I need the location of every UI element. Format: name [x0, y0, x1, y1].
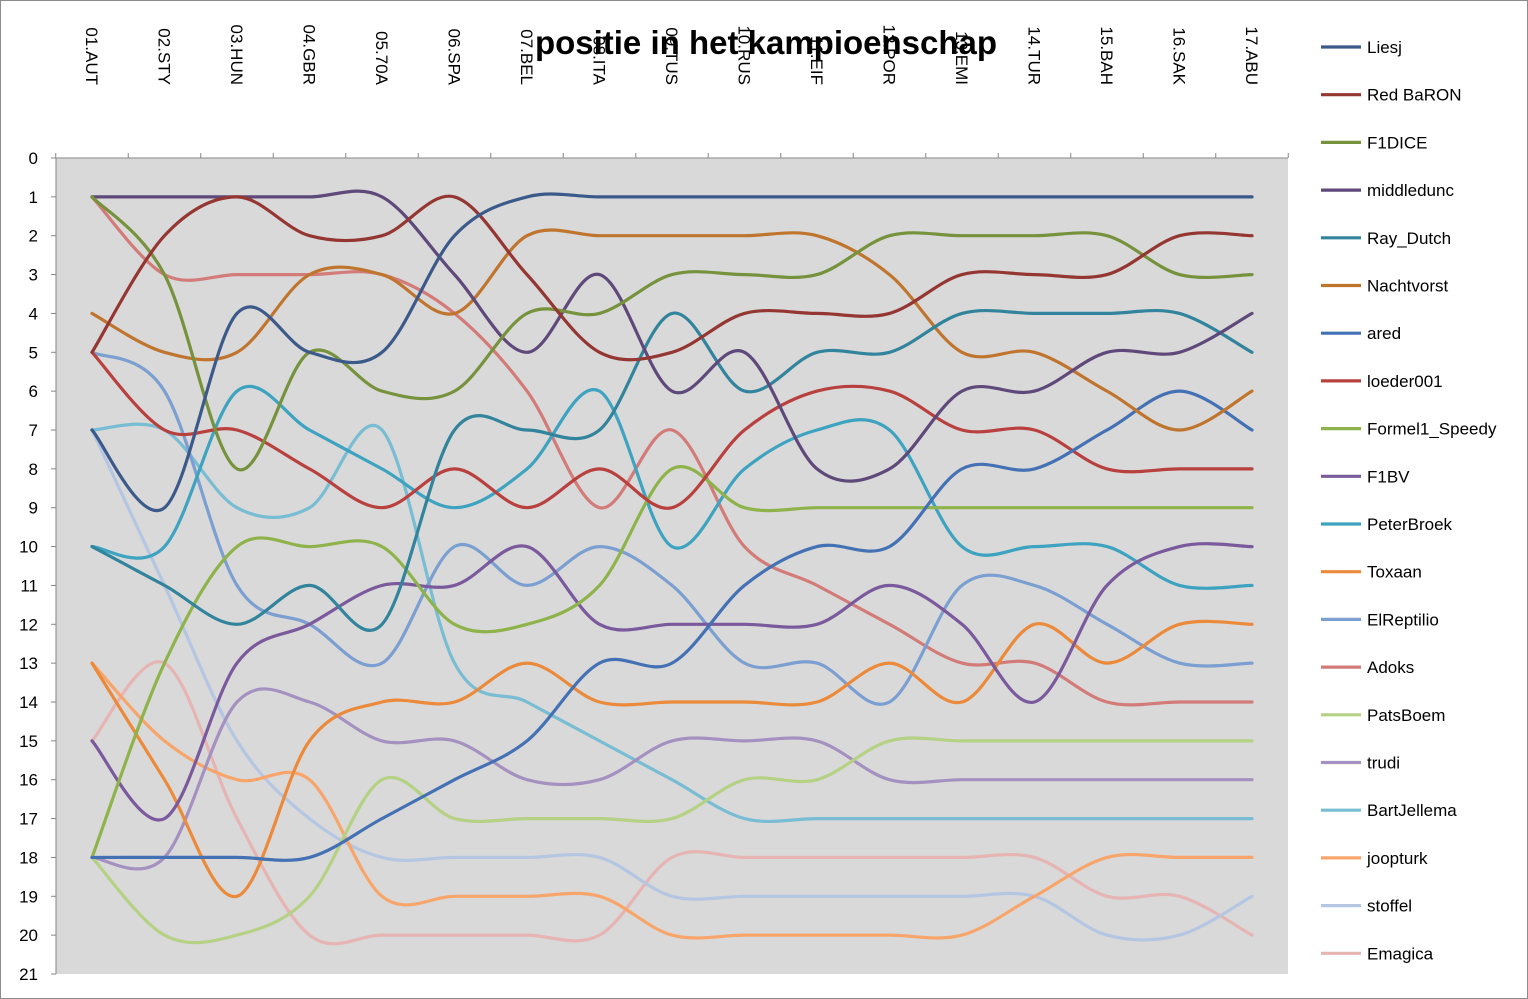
- legend-label: Formel1_Speedy: [1367, 420, 1497, 439]
- y-tick-label: 0: [29, 149, 38, 168]
- legend-label: Toxaan: [1367, 563, 1422, 582]
- legend-label: Adoks: [1367, 658, 1414, 677]
- y-tick-label: 19: [19, 887, 38, 906]
- y-tick-label: 16: [19, 771, 38, 790]
- series-line-liesj: [90, 192, 1254, 513]
- legend-label: PeterBroek: [1367, 515, 1453, 534]
- x-tick-label: 01.AUT: [82, 27, 101, 85]
- y-tick-label: 4: [29, 304, 38, 323]
- series-line-nachtvorst: [90, 228, 1254, 432]
- series-line-f1dice: [90, 195, 1254, 472]
- y-tick-label: 12: [19, 615, 38, 634]
- series-line-ray-dutch: [90, 308, 1254, 632]
- x-tick-label: 15.BAH: [1097, 26, 1116, 85]
- legend-label: BartJellema: [1367, 801, 1457, 820]
- series-line-formel1-speedy: [90, 465, 1254, 860]
- y-tick-label: 5: [29, 343, 38, 362]
- y-tick-label: 11: [20, 576, 38, 595]
- x-tick-label: 09.TUS: [662, 27, 681, 85]
- y-tick-label: 13: [19, 654, 38, 673]
- y-tick-label: 3: [29, 266, 38, 285]
- legend-label: Liesj: [1367, 38, 1402, 57]
- series-line-f1bv: [90, 542, 1254, 822]
- series-line-toxaan: [90, 619, 1254, 898]
- series-line-red-baron: [90, 194, 1254, 362]
- x-tick-label: 03.HUN: [227, 25, 246, 85]
- legend-label: Red BaRON: [1367, 86, 1461, 105]
- x-tick-label: 11.EIF: [807, 36, 826, 85]
- y-tick-label: 9: [29, 499, 38, 518]
- x-tick-label: 12.POR: [880, 25, 899, 85]
- y-tick-label: 2: [29, 227, 38, 246]
- x-tick-label: 13.EMI: [952, 31, 971, 85]
- series-line-trudi: [90, 687, 1254, 871]
- x-tick-label: 07.BEL: [517, 29, 536, 85]
- legend-label: Emagica: [1367, 944, 1434, 963]
- legend-label: trudi: [1367, 754, 1400, 773]
- series-line-joopturk: [90, 661, 1254, 940]
- series-line-elreptilio: [90, 350, 1254, 706]
- legend-label: PatsBoem: [1367, 706, 1445, 725]
- legend-label: stoffel: [1367, 897, 1412, 916]
- legend-label: ElReptilio: [1367, 610, 1439, 629]
- y-tick-label: 8: [29, 460, 38, 479]
- legend-label: Nachtvorst: [1367, 277, 1449, 296]
- x-tick-label: 08.ITA: [590, 36, 609, 85]
- y-tick-label: 7: [29, 421, 38, 440]
- legend-label: middledunc: [1367, 181, 1454, 200]
- x-tick-label: 05.70A: [372, 31, 391, 86]
- plot-area: [56, 158, 1288, 974]
- y-tick-label: 20: [19, 926, 38, 945]
- y-tick-label: 14: [19, 693, 38, 712]
- x-tick-label: 06.SPA: [445, 29, 464, 86]
- x-axis-ticks: 01.AUT 02.STY 03.HUN 04.GBR 05.70A 06.SPA 07.B…: [55, 25, 1289, 158]
- y-tick-label: 18: [19, 848, 38, 867]
- series-line-patsboem: [90, 736, 1254, 945]
- x-tick-label: 16.SAK: [1170, 27, 1189, 85]
- y-tick-label: 17: [19, 810, 38, 829]
- x-tick-label: 04.GBR: [300, 25, 319, 85]
- legend-label: joopturk: [1366, 849, 1428, 868]
- legend-label: F1BV: [1367, 467, 1410, 486]
- x-tick-label: 17.ABU: [1242, 26, 1261, 85]
- series-line-adoks: [90, 195, 1254, 707]
- series-line-emagica: [90, 660, 1254, 946]
- series-lines: [90, 189, 1254, 946]
- series-line-peterbroek: [90, 384, 1254, 590]
- series-line-middledunc: [90, 189, 1254, 483]
- y-tick-label: 21: [19, 965, 38, 984]
- series-line-loeder001: [90, 350, 1254, 510]
- axes: [55, 157, 1288, 974]
- x-tick-label: 02.STY: [155, 28, 174, 85]
- y-tick-label: 6: [29, 382, 38, 401]
- x-tick-label: 10.RUS: [735, 25, 754, 85]
- legend-label: Ray_Dutch: [1367, 229, 1451, 248]
- chart-title: positie in het kampioenschap: [535, 24, 997, 61]
- legend: Liesj Red BaRON F1DICE middledunc Ray_Dutch N…: [1321, 38, 1497, 963]
- legend-label: loeder001: [1367, 372, 1443, 391]
- y-tick-label: 1: [29, 188, 38, 207]
- series-line-stoffel: [90, 428, 1254, 942]
- y-tick-label: 15: [19, 732, 38, 751]
- series-line-bartjellema: [90, 422, 1254, 824]
- y-tick-label: 10: [19, 538, 38, 557]
- legend-label: F1DICE: [1367, 133, 1427, 152]
- x-tick-label: 14.TUR: [1025, 26, 1044, 85]
- legend-label: ared: [1367, 324, 1401, 343]
- series-line-ared: [90, 389, 1254, 862]
